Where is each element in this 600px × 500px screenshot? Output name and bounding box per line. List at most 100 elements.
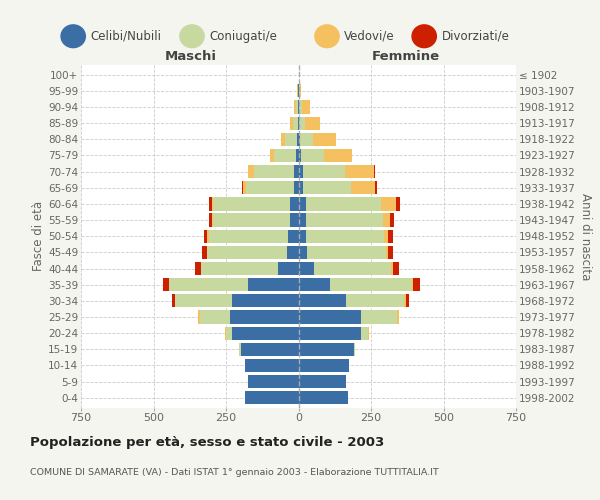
Text: Popolazione per età, sesso e stato civile - 2003: Popolazione per età, sesso e stato civil… — [30, 436, 384, 449]
Bar — [299, 391, 348, 404]
Bar — [391, 262, 393, 275]
Bar — [299, 230, 306, 243]
Bar — [299, 84, 301, 98]
Bar — [209, 230, 289, 243]
Bar — [213, 198, 290, 210]
Bar — [212, 214, 213, 226]
Bar — [244, 181, 247, 194]
Bar — [248, 375, 299, 388]
Bar — [254, 165, 294, 178]
Bar — [270, 149, 274, 162]
Bar — [404, 294, 406, 308]
Bar — [287, 246, 299, 259]
Bar — [384, 230, 388, 243]
Bar — [390, 214, 394, 226]
Bar — [299, 116, 305, 130]
Bar — [207, 246, 287, 259]
Bar — [306, 198, 381, 210]
Bar — [299, 342, 353, 356]
Ellipse shape — [180, 25, 204, 48]
Bar — [386, 246, 388, 259]
Bar — [274, 149, 296, 162]
Text: Divorziati/e: Divorziati/e — [442, 30, 509, 43]
Bar — [207, 230, 209, 243]
Bar — [299, 100, 302, 114]
Bar — [300, 132, 313, 146]
Bar — [290, 198, 299, 210]
Text: Maschi: Maschi — [165, 50, 217, 64]
Bar — [242, 181, 244, 194]
Bar — [248, 278, 299, 291]
Bar — [172, 294, 175, 308]
Bar — [299, 181, 303, 194]
Bar — [293, 116, 298, 130]
Text: Coniugati/e: Coniugati/e — [209, 30, 277, 43]
Bar — [395, 198, 400, 210]
Bar — [204, 230, 207, 243]
Bar — [297, 132, 299, 146]
Bar — [314, 262, 391, 275]
Bar — [248, 165, 254, 178]
Bar — [299, 294, 346, 308]
Bar — [313, 132, 336, 146]
Bar — [353, 342, 355, 356]
Bar — [199, 310, 200, 324]
Bar — [299, 246, 307, 259]
Bar — [294, 165, 299, 178]
Bar — [299, 310, 361, 324]
Bar — [413, 278, 421, 291]
Bar — [224, 326, 226, 340]
Bar — [299, 262, 314, 275]
Bar — [299, 214, 306, 226]
Bar — [346, 294, 404, 308]
Bar — [202, 262, 278, 275]
Bar — [412, 278, 413, 291]
Text: COMUNE DI SAMARATE (VA) - Dati ISTAT 1° gennaio 2003 - Elaborazione TUTTITALIA.I: COMUNE DI SAMARATE (VA) - Dati ISTAT 1° … — [30, 468, 439, 477]
Ellipse shape — [61, 25, 85, 48]
Bar — [376, 181, 377, 194]
Bar — [301, 149, 324, 162]
Bar — [393, 262, 398, 275]
Bar — [195, 262, 201, 275]
Bar — [302, 100, 310, 114]
Bar — [306, 230, 384, 243]
Bar — [278, 262, 299, 275]
Text: Femmine: Femmine — [372, 50, 440, 64]
Y-axis label: Fasce di età: Fasce di età — [32, 201, 45, 272]
Bar — [163, 278, 169, 291]
Bar — [169, 278, 248, 291]
Bar — [397, 310, 398, 324]
Bar — [324, 149, 352, 162]
Bar — [245, 391, 299, 404]
Bar — [241, 342, 299, 356]
Bar — [289, 230, 299, 243]
Bar — [290, 214, 299, 226]
Bar — [303, 181, 351, 194]
Text: Vedovi/e: Vedovi/e — [344, 30, 395, 43]
Bar — [213, 214, 290, 226]
Bar — [388, 246, 393, 259]
Bar — [299, 278, 331, 291]
Ellipse shape — [412, 25, 436, 48]
Bar — [209, 198, 212, 210]
Bar — [298, 116, 299, 130]
Bar — [239, 342, 241, 356]
Bar — [232, 294, 299, 308]
Bar — [230, 310, 299, 324]
Bar — [286, 132, 297, 146]
Bar — [175, 294, 232, 308]
Bar — [299, 375, 346, 388]
Text: Celibi/Nubili: Celibi/Nubili — [91, 30, 161, 43]
Bar — [305, 116, 320, 130]
Bar — [331, 278, 412, 291]
Bar — [299, 359, 349, 372]
Bar — [281, 132, 286, 146]
Bar — [290, 116, 293, 130]
Y-axis label: Anni di nascita: Anni di nascita — [579, 192, 592, 280]
Bar — [306, 214, 383, 226]
Bar — [345, 165, 374, 178]
Bar — [294, 181, 299, 194]
Bar — [374, 165, 376, 178]
Bar — [383, 214, 390, 226]
Bar — [351, 181, 376, 194]
